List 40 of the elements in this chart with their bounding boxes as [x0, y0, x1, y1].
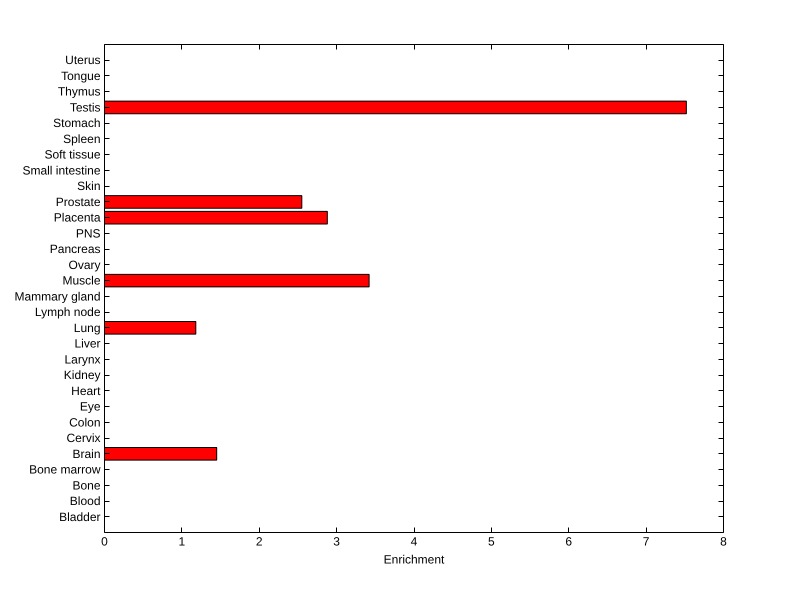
y-tick-label: Bone	[72, 478, 101, 492]
y-tick-label: Soft tissue	[44, 148, 101, 162]
x-tick-label: 0	[101, 534, 108, 548]
y-tick-label: Liver	[74, 336, 101, 351]
x-tick-label: 5	[488, 534, 496, 548]
y-tick-label: PNS	[76, 226, 101, 240]
y-tick-label: Lymph node	[34, 305, 101, 320]
y-tick-label: Skin	[77, 179, 100, 194]
y-tick-label: Muscle	[62, 274, 101, 288]
y-tick-label: Testis	[70, 100, 101, 114]
y-tick-label: Tongue	[61, 68, 101, 83]
y-tick-label: Small intestine	[22, 163, 101, 178]
y-tick-label: Spleen	[63, 132, 101, 146]
x-tick-label: 8	[720, 534, 728, 548]
y-tick-label: Brain	[72, 446, 100, 461]
x-tick-label: 3	[333, 534, 340, 548]
y-tick-label: Kidney	[64, 368, 101, 382]
y-tick-label: Heart	[71, 384, 102, 398]
y-tick-label: Eye	[80, 400, 101, 414]
y-tick-label: Blood	[70, 494, 101, 508]
y-tick-label: Prostate	[56, 194, 101, 209]
x-tick-label: 6	[565, 534, 572, 548]
y-tick-label: Uterus	[65, 53, 100, 68]
y-tick-label: Ovary	[68, 258, 101, 272]
y-tick-label: Colon	[69, 415, 101, 430]
x-tick-label: 4	[410, 534, 418, 548]
y-tick-label: Cervix	[66, 431, 101, 446]
y-tick-label: Bladder	[59, 510, 101, 524]
x-axis-title: Enrichment	[384, 552, 446, 566]
y-tick-label: Larynx	[64, 352, 101, 366]
x-tick-label: 7	[642, 534, 650, 548]
y-tick-label: Placenta	[54, 210, 101, 225]
y-tick-label: Pancreas	[50, 242, 101, 256]
y-tick-label: Mammary gland	[14, 289, 101, 304]
x-tick-label: 1	[178, 534, 186, 548]
x-tick-label: 2	[256, 534, 263, 548]
y-tick-label: Stomach	[53, 116, 101, 130]
y-tick-label: Lung	[74, 320, 101, 335]
y-tick-label: Bone marrow	[29, 462, 101, 477]
y-tick-label: Thymus	[58, 84, 101, 99]
